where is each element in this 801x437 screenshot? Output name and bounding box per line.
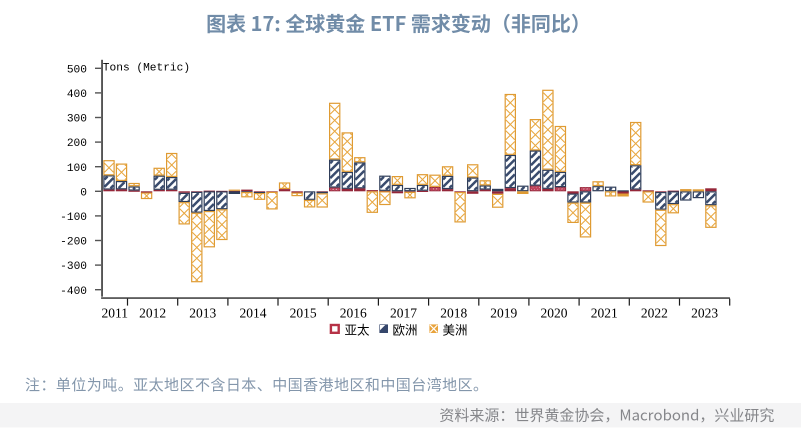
svg-text:2012: 2012 bbox=[139, 306, 166, 321]
svg-text:2013: 2013 bbox=[189, 306, 216, 321]
svg-text:2021: 2021 bbox=[591, 306, 618, 321]
svg-text:2014: 2014 bbox=[240, 306, 267, 321]
svg-text:100: 100 bbox=[67, 163, 87, 175]
svg-text:2022: 2022 bbox=[641, 306, 668, 321]
svg-text:300: 300 bbox=[67, 114, 87, 126]
svg-text:0: 0 bbox=[80, 187, 87, 199]
svg-text:Tons (Metric): Tons (Metric) bbox=[103, 63, 190, 75]
svg-text:200: 200 bbox=[67, 138, 87, 150]
svg-text:-100: -100 bbox=[60, 212, 87, 224]
svg-text:-200: -200 bbox=[60, 237, 87, 249]
svg-text:欧洲: 欧洲 bbox=[393, 319, 418, 338]
svg-text:2016: 2016 bbox=[340, 306, 367, 321]
svg-text:注：单位为吨。亚太地区不含日本、中国香港地区和中国台湾地区。: 注：单位为吨。亚太地区不含日本、中国香港地区和中国台湾地区。 bbox=[25, 374, 489, 395]
svg-text:2019: 2019 bbox=[490, 306, 517, 321]
svg-text:2015: 2015 bbox=[290, 306, 317, 321]
svg-text:资料来源：世界黄金协会，Macrobond，兴业研究: 资料来源：世界黄金协会，Macrobond，兴业研究 bbox=[439, 405, 774, 426]
svg-text:图表 17: 全球黄金 ETF 需求变动（非同比）: 图表 17: 全球黄金 ETF 需求变动（非同比） bbox=[206, 8, 591, 37]
svg-text:2020: 2020 bbox=[541, 306, 568, 321]
svg-text:2023: 2023 bbox=[691, 306, 718, 321]
svg-text:2011: 2011 bbox=[102, 306, 129, 321]
svg-text:400: 400 bbox=[67, 89, 87, 101]
svg-text:2018: 2018 bbox=[440, 306, 467, 321]
svg-text:-300: -300 bbox=[60, 261, 87, 273]
svg-text:2017: 2017 bbox=[390, 306, 417, 321]
svg-text:500: 500 bbox=[67, 64, 87, 76]
svg-text:-400: -400 bbox=[60, 286, 87, 298]
svg-text:亚太: 亚太 bbox=[345, 319, 371, 338]
svg-text:美洲: 美洲 bbox=[443, 319, 468, 338]
